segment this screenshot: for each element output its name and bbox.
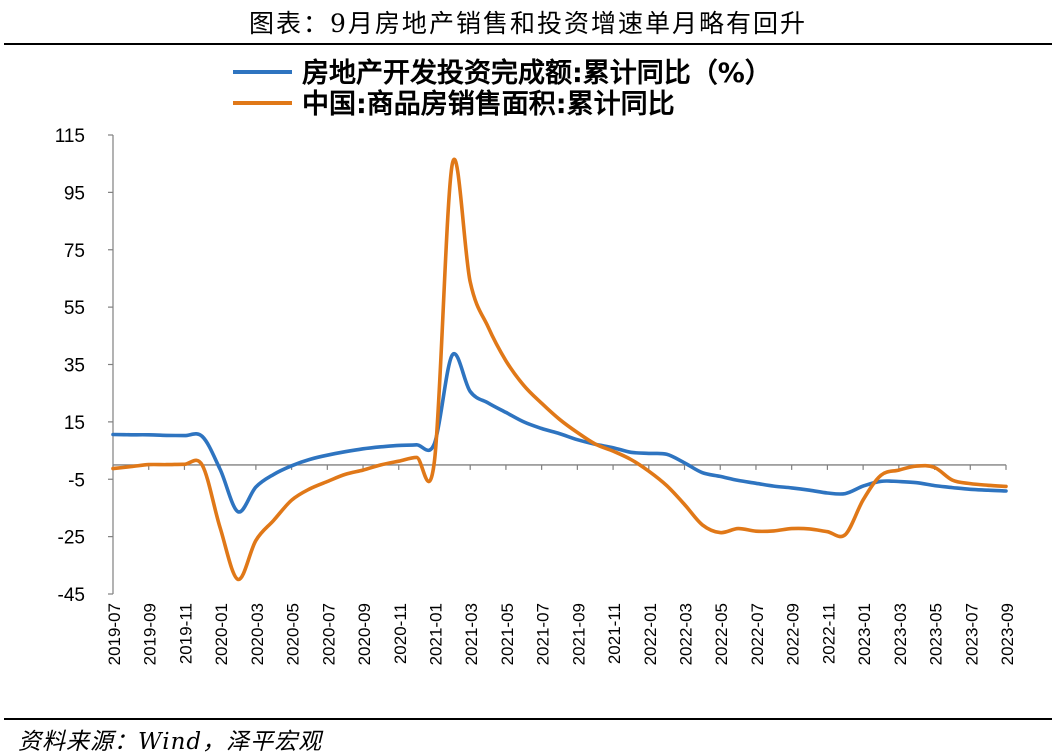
x-tick-label: 2021-09 — [569, 603, 588, 665]
y-tick-label: 55 — [64, 298, 85, 319]
source-note: 资料来源：Wind，泽平宏观 — [18, 729, 323, 755]
x-tick-label: 2019-07 — [105, 603, 124, 665]
y-tick-label: 115 — [55, 126, 85, 147]
x-tick-label: 2020-11 — [391, 603, 410, 664]
x-tick-label: 2020-09 — [355, 603, 374, 665]
x-axis: 2019-07 2019-09 2019-11 2020-01 2020-03 2020-… — [105, 464, 1017, 665]
x-tick-label: 2023-05 — [927, 603, 946, 665]
x-tick-label: 2021-01 — [426, 603, 445, 665]
x-tick-label: 2021-07 — [534, 603, 553, 665]
y-tick-label: -5 — [68, 470, 85, 491]
line-chart: 房地产开发投资完成额:累计同比（%）中国:商品房销售面积:累计同比 115 95 7… — [55, 57, 1017, 665]
x-tick-label: 2023-01 — [855, 603, 874, 665]
top-rule — [4, 43, 1052, 45]
series-line-1 — [111, 351, 1008, 514]
x-tick-label: 2020-03 — [248, 603, 267, 665]
x-tick-label: 2019-09 — [141, 603, 160, 665]
y-tick-label: -45 — [58, 585, 85, 606]
series-group — [111, 157, 1008, 582]
y-axis: 115 95 75 55 35 15 -5 -25 -45 — [55, 126, 114, 606]
legend-label-2: 中国:商品房销售面积:累计同比 — [302, 88, 675, 120]
y-tick-label: 75 — [64, 241, 85, 262]
x-tick-label: 2022-05 — [712, 603, 731, 665]
x-tick-label: 2022-07 — [748, 603, 767, 665]
x-tick-label: 2023-09 — [998, 603, 1017, 665]
chart-title: 图表：9月房地产销售和投资增速单月略有回升 — [249, 9, 807, 38]
x-tick-label: 2021-03 — [462, 603, 481, 665]
x-tick-label: 2022-01 — [641, 603, 660, 665]
y-tick-label: 35 — [64, 356, 85, 377]
x-tick-label: 2022-03 — [677, 603, 696, 665]
legend-label-1: 房地产开发投资完成额:累计同比（%） — [302, 57, 772, 89]
chart-legend: 房地产开发投资完成额:累计同比（%）中国:商品房销售面积:累计同比 — [233, 57, 772, 120]
x-tick-label: 2020-07 — [319, 603, 338, 665]
x-tick-label: 2022-11 — [819, 603, 838, 664]
bottom-rule — [4, 718, 1052, 720]
x-tick-label: 2022-09 — [784, 603, 803, 665]
x-tick-label: 2023-07 — [962, 603, 981, 665]
x-tick-label: 2019-11 — [176, 603, 195, 664]
x-tick-label: 2021-05 — [498, 603, 517, 665]
y-tick-label: -25 — [58, 528, 85, 549]
x-tick-label: 2021-11 — [605, 603, 624, 664]
y-tick-label: 15 — [64, 413, 85, 434]
series-line-2 — [111, 157, 1008, 582]
x-tick-label: 2020-01 — [212, 603, 231, 665]
x-tick-label: 2020-05 — [284, 603, 303, 665]
x-tick-label: 2023-03 — [891, 603, 910, 665]
y-tick-label: 95 — [64, 183, 85, 204]
